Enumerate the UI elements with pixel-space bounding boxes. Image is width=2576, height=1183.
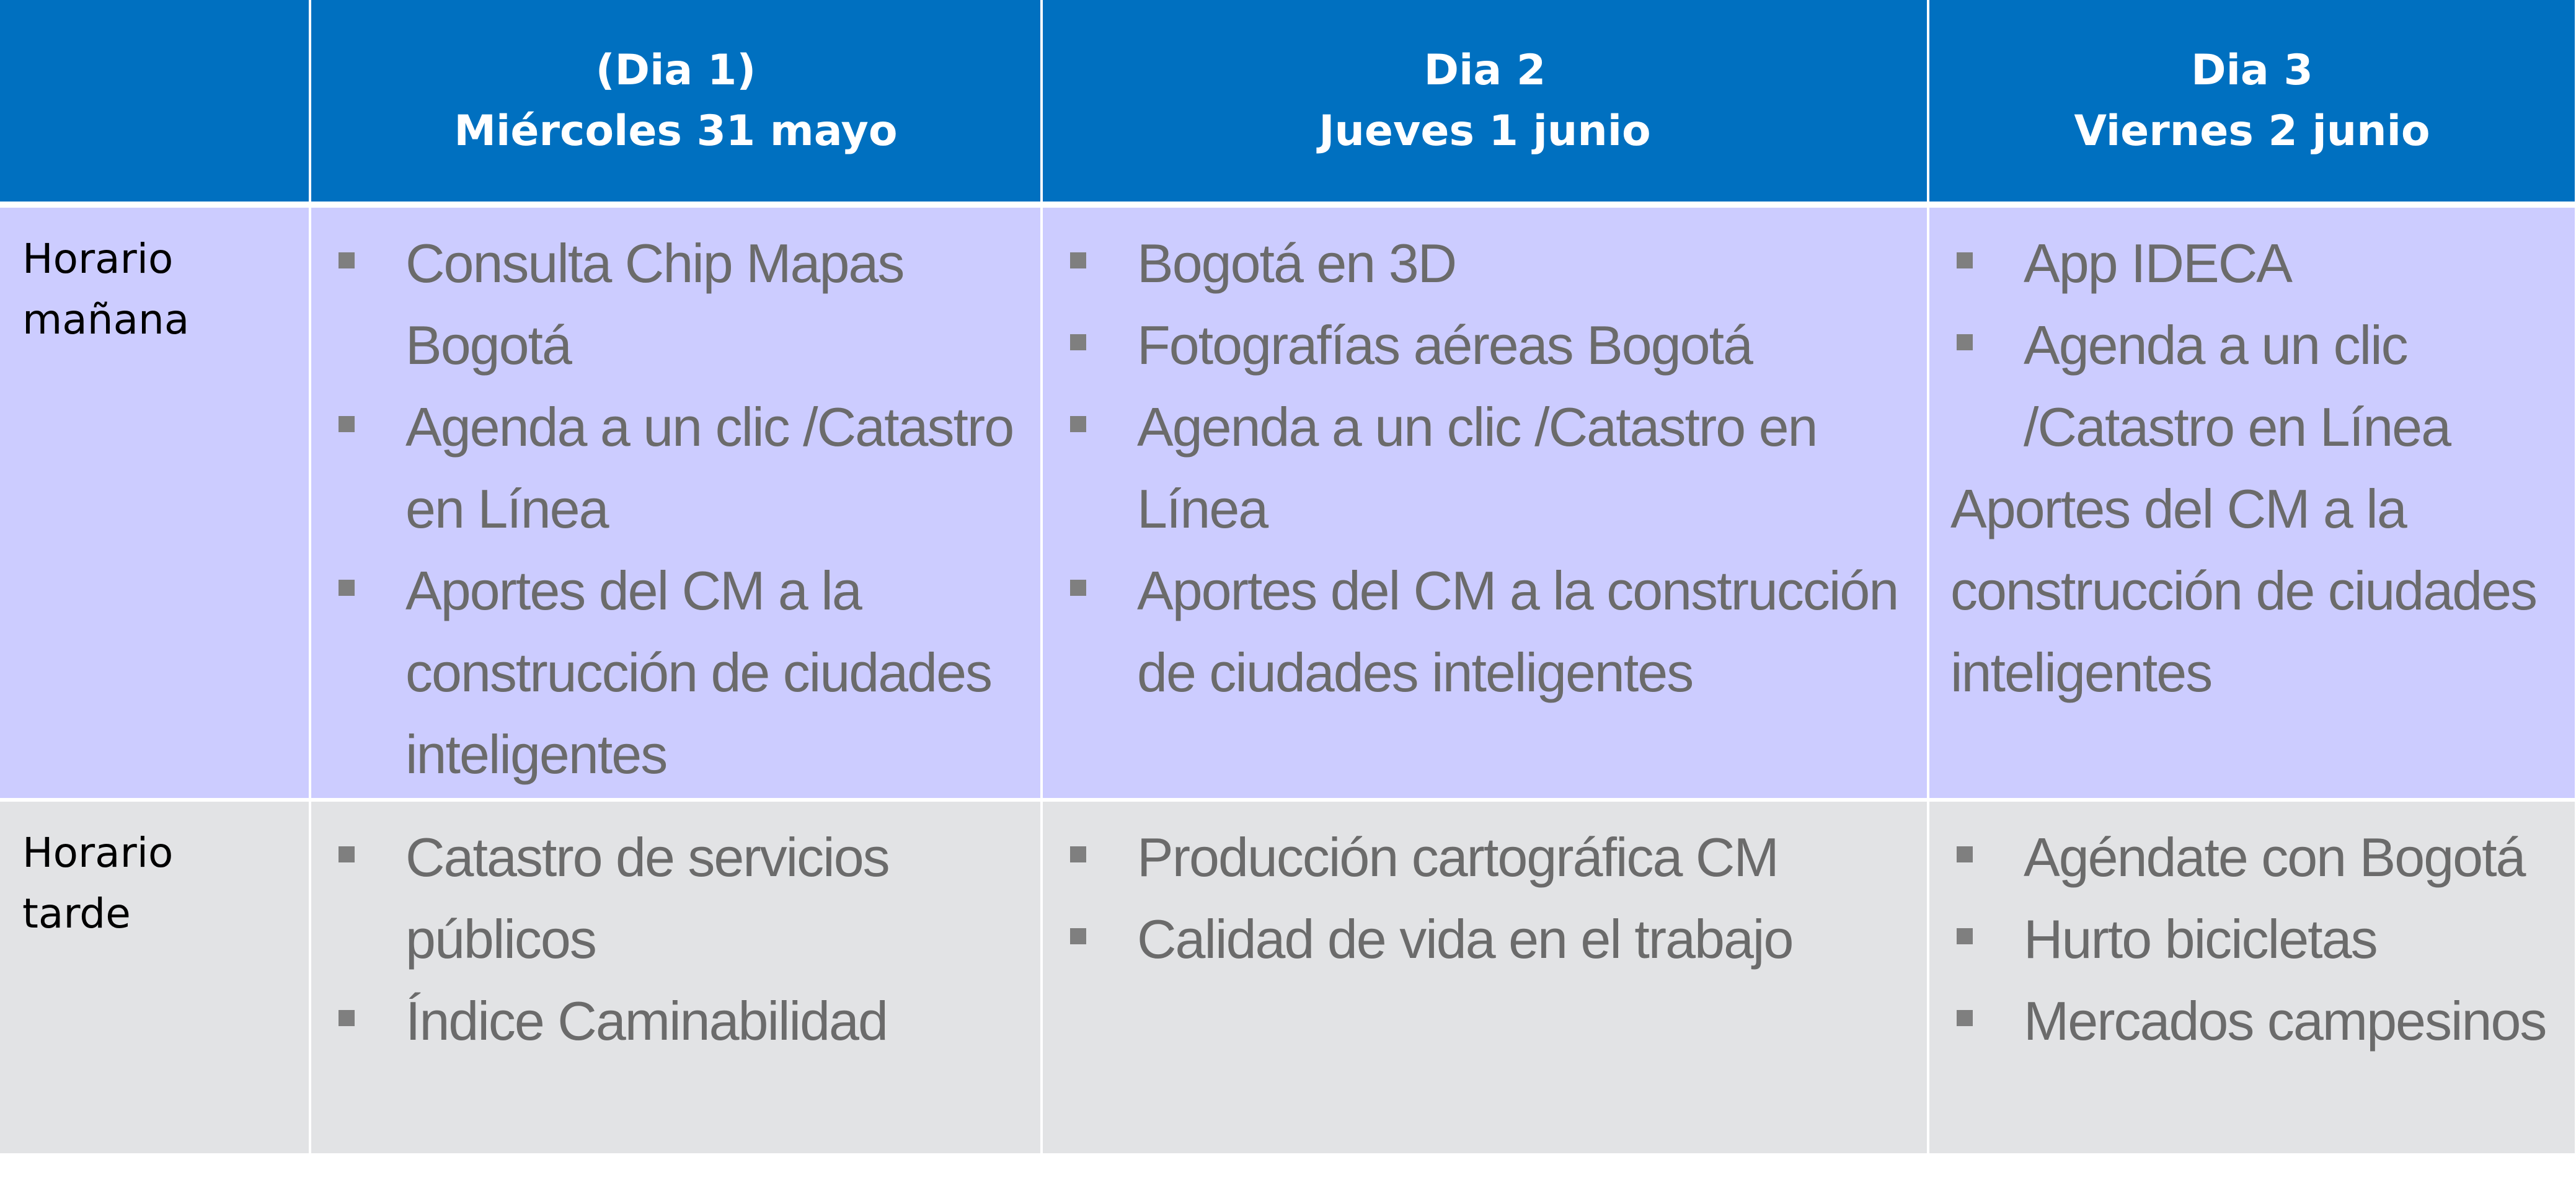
afternoon-day-1-cell: Catastro de servicios públicos Índice Ca…	[310, 800, 1043, 1153]
schedule-table: (Dia 1) Miércoles 31 mayo Dia 2 Jueves 1…	[0, 0, 2576, 1153]
list-item: Índice Caminabilidad	[332, 980, 1028, 1062]
header-day-3-date: Viernes 2 junio	[2074, 106, 2430, 156]
afternoon-row-label: Horario tarde	[0, 800, 311, 1153]
list-item-text: Fotografías aéreas Bogotá	[1137, 314, 1753, 376]
list-item: Bogotá en 3D	[1064, 223, 1914, 304]
square-bullet-icon	[1070, 334, 1086, 350]
header-day-2: Dia 2 Jueves 1 junio	[1042, 0, 1929, 208]
header-day-2-date: Jueves 1 junio	[1319, 106, 1651, 156]
list-item-text: App IDECA	[2024, 233, 2293, 294]
list-item-text: Bogotá en 3D	[1137, 233, 1457, 294]
square-bullet-icon	[1957, 334, 1973, 350]
square-bullet-icon	[1957, 1010, 1973, 1026]
morning-label-line-1: Horario	[22, 235, 174, 283]
afternoon-row: Horario tarde Catastro de servicios públ…	[0, 800, 2576, 1153]
morning-row-label: Horario mañana	[0, 205, 311, 802]
square-bullet-icon	[1957, 846, 1973, 862]
square-bullet-icon	[339, 580, 355, 596]
list-item-text: Consulta Chip Mapas Bogotá	[405, 233, 905, 376]
list-item: Agenda a un clic /Catastro en Línea	[332, 386, 1028, 550]
afternoon-day-2-list: Producción cartográfica CM Calidad de vi…	[1064, 817, 1914, 980]
list-item: Mercados campesinos	[1950, 980, 2562, 1062]
square-bullet-icon	[339, 846, 355, 862]
list-item-text: Agenda a un clic /Catastro en Línea	[405, 396, 1014, 539]
morning-day-1-cell: Consulta Chip Mapas Bogotá Agenda a un c…	[310, 205, 1043, 802]
afternoon-label-line-1: Horario	[22, 829, 174, 877]
list-item-text: Índice Caminabilidad	[405, 990, 888, 1052]
morning-day-2-list: Bogotá en 3D Fotografías aéreas Bogotá A…	[1064, 223, 1914, 714]
square-bullet-icon	[1957, 252, 1973, 268]
morning-label-line-2: mañana	[22, 296, 190, 343]
square-bullet-icon	[339, 416, 355, 432]
morning-day-1-list: Consulta Chip Mapas Bogotá Agenda a un c…	[332, 223, 1028, 795]
square-bullet-icon	[1957, 928, 1973, 944]
list-item-text: Producción cartográfica CM	[1137, 826, 1779, 888]
list-item: Producción cartográfica CM	[1064, 817, 1914, 898]
list-item-text: Aportes del CM a la construcción de ciud…	[1137, 560, 1899, 703]
square-bullet-icon	[339, 1010, 355, 1026]
square-bullet-icon	[1070, 928, 1086, 944]
header-corner-cell	[0, 0, 311, 208]
list-item: Aportes del CM a la construcción de ciud…	[332, 550, 1028, 795]
morning-day-3-plain-text: Aportes del CM a la construcción de ciud…	[1950, 478, 2538, 703]
header-row: (Dia 1) Miércoles 31 mayo Dia 2 Jueves 1…	[0, 0, 2576, 208]
morning-day-2-cell: Bogotá en 3D Fotografías aéreas Bogotá A…	[1042, 205, 1929, 802]
list-item: Agenda a un clic /Catastro en Línea	[1064, 386, 1914, 550]
header-day-2-number: Dia 2	[1423, 45, 1546, 95]
header-day-3: Dia 3 Viernes 2 junio	[1928, 0, 2576, 208]
afternoon-day-3-cell: Agéndate con Bogotá Hurto bicicletas Mer…	[1928, 800, 2576, 1153]
afternoon-day-2-cell: Producción cartográfica CM Calidad de vi…	[1042, 800, 1929, 1153]
square-bullet-icon	[339, 252, 355, 268]
list-item-text: Aportes del CM a la construcción de ciud…	[405, 560, 993, 785]
morning-day-3-list: App IDECA Agenda a un clic /Catastro en …	[1950, 223, 2562, 468]
list-item: Catastro de servicios públicos	[332, 817, 1028, 980]
square-bullet-icon	[1070, 416, 1086, 432]
morning-row: Horario mañana Consulta Chip Mapas Bogot…	[0, 205, 2576, 802]
list-item-text: Catastro de servicios públicos	[405, 826, 890, 970]
list-item: App IDECA	[1950, 223, 2562, 304]
list-item-text: Agéndate con Bogotá	[2024, 826, 2526, 888]
afternoon-label-line-2: tarde	[22, 890, 131, 937]
header-day-1: (Dia 1) Miércoles 31 mayo	[310, 0, 1043, 208]
header-day-1-number: (Dia 1)	[595, 45, 756, 95]
list-item-text: Agenda a un clic /Catastro en Línea	[1137, 396, 1818, 539]
list-item: Agenda a un clic /Catastro en Línea	[1950, 304, 2562, 468]
square-bullet-icon	[1070, 580, 1086, 596]
morning-day-3-cell: App IDECA Agenda a un clic /Catastro en …	[1928, 205, 2576, 802]
header-day-1-date: Miércoles 31 mayo	[454, 106, 898, 156]
list-item: Aportes del CM a la construcción de ciud…	[1064, 550, 1914, 714]
afternoon-day-1-list: Catastro de servicios públicos Índice Ca…	[332, 817, 1028, 1062]
list-item: Hurto bicicletas	[1950, 898, 2562, 980]
header-day-3-number: Dia 3	[2191, 45, 2313, 95]
afternoon-day-3-list: Agéndate con Bogotá Hurto bicicletas Mer…	[1950, 817, 2562, 1062]
list-item: Agéndate con Bogotá	[1950, 817, 2562, 898]
list-item-text: Mercados campesinos	[2024, 990, 2547, 1052]
list-item-text: Hurto bicicletas	[2024, 908, 2378, 970]
list-item: Calidad de vida en el trabajo	[1064, 898, 1914, 980]
list-item-text: Calidad de vida en el trabajo	[1137, 908, 1794, 970]
square-bullet-icon	[1070, 252, 1086, 268]
square-bullet-icon	[1070, 846, 1086, 862]
list-item: Fotografías aéreas Bogotá	[1064, 304, 1914, 386]
list-item-text: Agenda a un clic /Catastro en Línea	[2024, 314, 2451, 458]
list-item: Consulta Chip Mapas Bogotá	[332, 223, 1028, 386]
